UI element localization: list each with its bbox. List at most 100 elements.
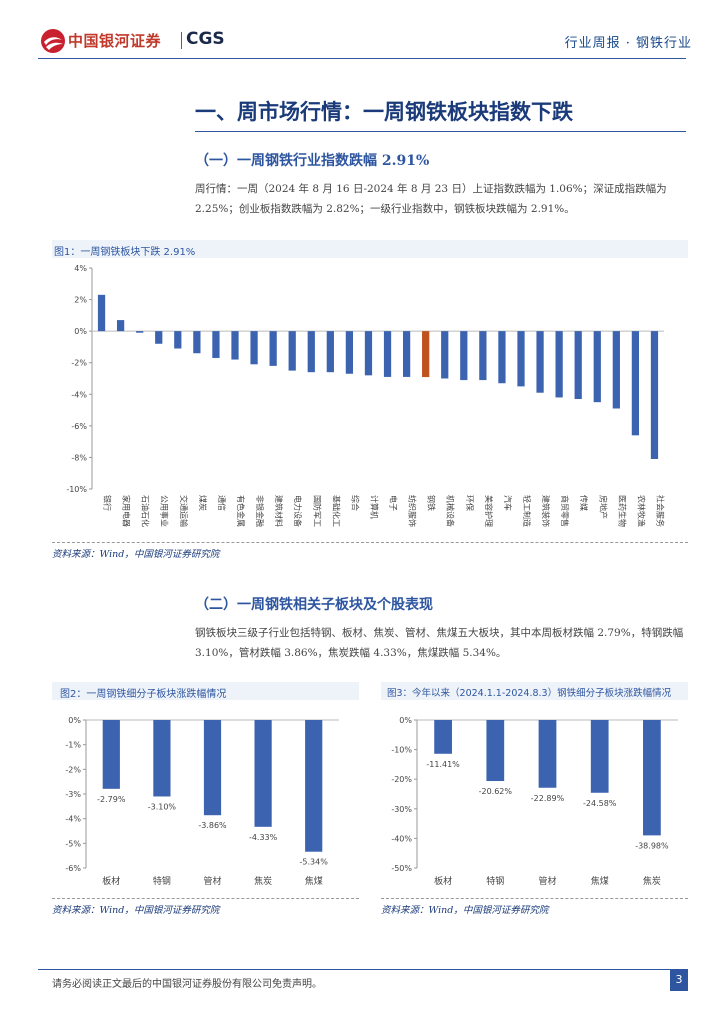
data-label: -38.98% (635, 841, 669, 850)
y-tick-label: -20% (391, 775, 412, 784)
figure-3-chart: 0% -10% -20% -30% -40% -50% -11.41% 板材 -20.62% 特钢… (391, 716, 678, 887)
category-label: 环保 (465, 495, 475, 511)
bar (269, 331, 277, 366)
category-label: 国防军工 (312, 495, 322, 527)
category-label: 焦煤 (305, 875, 323, 887)
category-label: 机械设备 (446, 495, 456, 527)
category-label: 农林牧渔 (636, 495, 646, 527)
figure-2-source: 资料来源：Wind，中国银河证券研究院 (52, 905, 220, 916)
category-label: 特钢 (486, 875, 504, 887)
logo-divider (181, 32, 182, 49)
bar (345, 331, 354, 374)
figure-3-source: 资料来源：Wind，中国银河证券研究院 (381, 905, 549, 916)
y-tick-label: 2% (74, 296, 87, 305)
y-tick-label: 0% (74, 327, 87, 336)
bar (631, 331, 640, 436)
section-title: 一、周市场行情：一周钢铁板块指数下跌 (195, 99, 573, 124)
brand-name: 中国银河证券 (68, 32, 162, 50)
bar (116, 320, 125, 332)
category-label: 传媒 (579, 495, 589, 511)
bar (231, 331, 239, 360)
bar (479, 331, 487, 381)
bar (250, 331, 258, 365)
category-label: 商贸零售 (560, 495, 570, 527)
category-label: 焦炭 (643, 875, 661, 887)
figure-2-divider (52, 898, 359, 899)
bar (650, 331, 659, 460)
bar (402, 331, 411, 377)
bar (434, 720, 452, 754)
footer-divider (38, 969, 686, 970)
y-tick-label: 0% (68, 716, 81, 725)
category-label: 电子 (389, 495, 399, 511)
bar (174, 331, 182, 349)
category-label: 通信 (217, 495, 227, 511)
y-tick-label: -50% (391, 864, 412, 873)
category-label: 管材 (203, 875, 221, 887)
category-label: 焦炭 (254, 875, 272, 887)
figure-1-divider (52, 542, 688, 543)
bar (102, 720, 120, 789)
figure-2-title-bar: 图2：一周钢铁细分子板块涨跌幅情况 (52, 682, 359, 700)
company-logo-icon (41, 29, 65, 53)
bar (643, 720, 661, 836)
subsection-title-2: （二）一周钢铁相关子板块及个股表现 (195, 597, 433, 613)
category-label: 管材 (538, 875, 556, 887)
y-tick-label: -6% (65, 864, 81, 873)
y-tick-label: -2% (71, 359, 87, 368)
bar (517, 331, 525, 387)
y-tick-label: -6% (71, 422, 87, 431)
category-label: 钢铁 (427, 495, 437, 511)
y-tick-label: -10% (66, 485, 87, 494)
data-label: -24.58% (583, 799, 617, 808)
y-tick-label: 4% (74, 264, 87, 273)
y-tick-label: -8% (71, 453, 87, 462)
category-label: 公用事业 (160, 495, 170, 527)
figure-1-title: 图1：一周钢铁板块下跌 2.91% (54, 247, 196, 258)
figure-1-chart: 4% 2% 0% -2% -4% -6% -8% -10% 银行 家用电器 石油石化 公用事业 交通运输… (66, 264, 665, 527)
bar (460, 331, 468, 381)
bar (486, 720, 505, 782)
category-label: 汽车 (503, 495, 513, 511)
bar (383, 331, 392, 377)
category-label: 房地产 (598, 495, 608, 519)
y-tick-label: -1% (65, 741, 81, 750)
bar (593, 331, 601, 403)
paragraph-weekly-market: 周行情：一周（2024 年 8 月 16 日-2024 年 8 月 23 日）上… (195, 183, 667, 215)
bar (498, 331, 506, 384)
category-label: 社会服务 (655, 495, 665, 527)
bar (326, 331, 334, 373)
category-label: 交通运输 (179, 495, 189, 527)
subsection-title-1: （一）一周钢铁行业指数跌幅 2.91% (195, 153, 430, 169)
figure-1-source: 资料来源：Wind，中国银河证券研究院 (52, 549, 220, 560)
data-label: -5.34% (300, 858, 329, 867)
bar (536, 331, 544, 393)
bar (364, 331, 373, 376)
category-label: 煤炭 (198, 495, 208, 511)
category-label: 石油石化 (141, 495, 151, 527)
bar (555, 331, 563, 398)
category-label: 计算机 (369, 495, 379, 519)
paragraph-sub-sector: 钢铁板块三级子行业包括特钢、板材、焦炭、管材、焦煤五大板块，其中本周板材跌幅 2… (195, 627, 684, 659)
y-tick-label: -5% (65, 839, 81, 848)
bar (136, 331, 144, 333)
header-divider (38, 58, 686, 59)
category-label: 建筑装饰 (541, 495, 551, 527)
bar (203, 720, 222, 816)
bar (612, 331, 620, 409)
y-tick-label: -3% (65, 790, 81, 799)
figure-3-divider (381, 898, 688, 899)
figure-3-title-bar: 图3：今年以来（2024.1.1-2024.8.3）钢铁细分子板块涨跌幅情况 (381, 682, 688, 700)
category-label: 轻工制造 (522, 495, 532, 527)
y-tick-label: -40% (391, 834, 412, 843)
report-type: 行业周报 · 钢铁行业 (564, 36, 692, 51)
figure-2-chart: 0% -1% -2% -3% -4% -5% -6% -2.79% 板材 -3.10% 特钢 -3.8… (65, 716, 339, 887)
category-label: 板材 (434, 875, 452, 887)
data-label: -11.41% (426, 760, 460, 769)
bar (538, 720, 557, 788)
bar (307, 331, 315, 373)
bar (574, 331, 582, 400)
data-label: -22.89% (531, 794, 565, 803)
y-tick-label: -4% (71, 390, 87, 399)
bar (97, 294, 106, 332)
